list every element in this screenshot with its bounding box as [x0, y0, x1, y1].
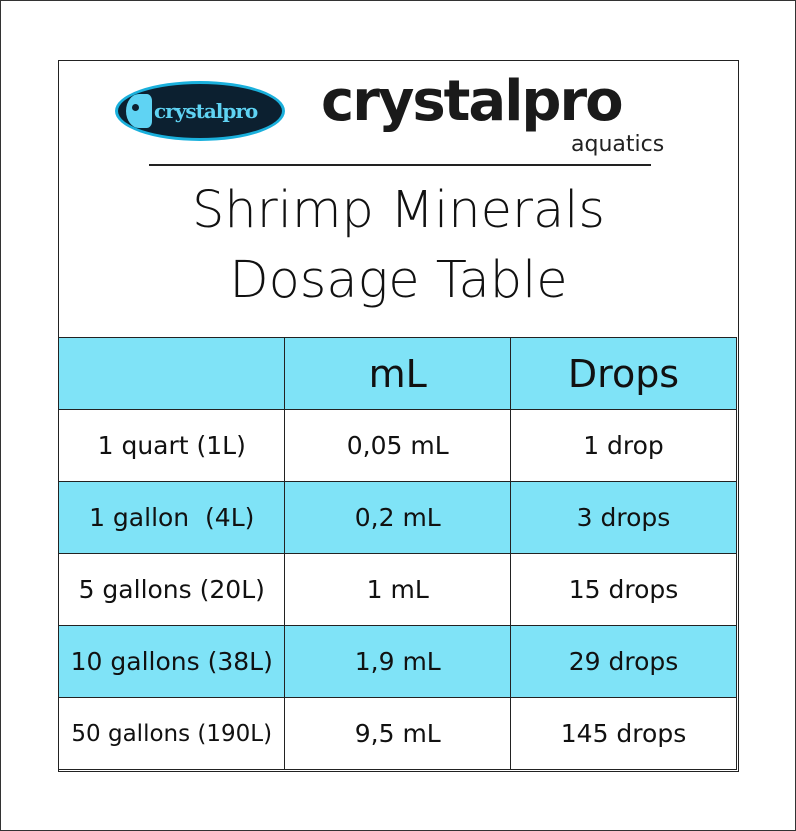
header-cell: Drops: [510, 337, 737, 410]
badge-text: crystalpro: [154, 99, 258, 123]
volume-cell: 1 quart (1L): [57, 409, 286, 482]
table-row: 5 gallons (20L) 1 mL 15 drops: [57, 553, 737, 626]
volume-cell: 5 gallons (20L): [57, 553, 286, 626]
volume-cell: 1 gallon (4L): [57, 481, 286, 554]
table-row: 1 gallon (4L) 0,2 mL 3 drops: [57, 481, 737, 554]
drops-cell: 29 drops: [510, 625, 737, 698]
table-row: 10 gallons (38L) 1,9 mL 29 drops: [57, 625, 737, 698]
ml-cell: 9,5 mL: [284, 697, 511, 770]
table-row: 1 quart (1L) 0,05 mL 1 drop: [57, 409, 737, 482]
header-cell: [57, 337, 286, 410]
crystalpro-badge-logo: crystalpro: [115, 81, 285, 141]
header-cell: mL: [284, 337, 511, 410]
drops-cell: 1 drop: [510, 409, 737, 482]
volume-cell: 10 gallons (38L): [57, 625, 286, 698]
table-header-row: mL Drops: [57, 337, 737, 410]
volume-cell: 50 gallons (190L): [57, 697, 286, 770]
title-line-2: Dosage Table: [229, 251, 568, 310]
drops-cell: 15 drops: [510, 553, 737, 626]
ml-cell: 1 mL: [284, 553, 511, 626]
brand-name: crystalpro: [321, 69, 624, 134]
brand-subtitle: aquatics: [571, 132, 665, 157]
divider: [149, 164, 651, 166]
fish-icon: [126, 94, 152, 128]
dosage-table: mL Drops 1 quart (1L) 0,05 mL 1 drop 1 g…: [57, 337, 737, 770]
ml-cell: 0,05 mL: [284, 409, 511, 482]
title-line-1: Shrimp Minerals: [192, 181, 605, 240]
fish-eye: [132, 104, 139, 111]
header: crystalpro crystalpro aquatics Shrimp Mi…: [59, 61, 738, 337]
drops-cell: 145 drops: [510, 697, 737, 770]
table-row: 50 gallons (190L) 9,5 mL 145 drops: [57, 697, 737, 770]
drops-cell: 3 drops: [510, 481, 737, 554]
ml-cell: 1,9 mL: [284, 625, 511, 698]
dosage-card: crystalpro crystalpro aquatics Shrimp Mi…: [57, 60, 739, 772]
ml-cell: 0,2 mL: [284, 481, 511, 554]
